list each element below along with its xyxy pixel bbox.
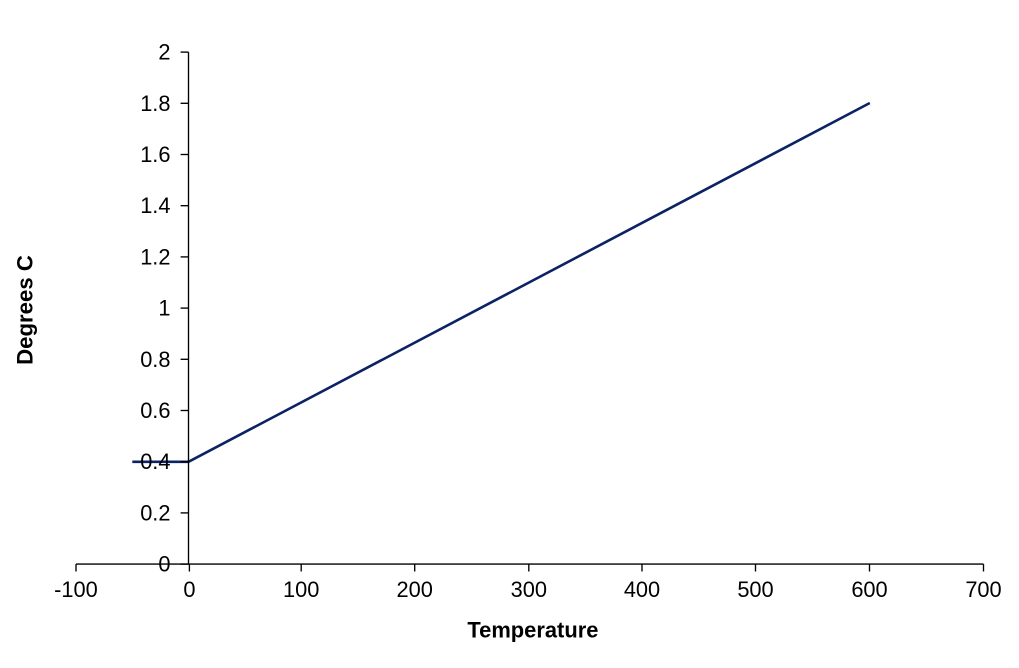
svg-text:0.6: 0.6 xyxy=(140,398,170,423)
svg-text:600: 600 xyxy=(851,577,887,602)
svg-text:Temperature: Temperature xyxy=(467,618,598,643)
svg-text:100: 100 xyxy=(283,577,319,602)
svg-text:200: 200 xyxy=(397,577,433,602)
svg-text:1.8: 1.8 xyxy=(140,91,170,116)
svg-text:500: 500 xyxy=(737,577,773,602)
svg-text:1.4: 1.4 xyxy=(140,193,170,218)
svg-text:0: 0 xyxy=(158,552,170,577)
svg-text:1.6: 1.6 xyxy=(140,142,170,167)
svg-text:2: 2 xyxy=(158,40,170,65)
svg-text:1: 1 xyxy=(158,296,170,321)
svg-text:400: 400 xyxy=(624,577,660,602)
svg-text:-100: -100 xyxy=(54,577,98,602)
svg-text:300: 300 xyxy=(511,577,547,602)
svg-text:0.8: 0.8 xyxy=(140,347,170,372)
svg-text:0: 0 xyxy=(183,577,195,602)
svg-text:0.4: 0.4 xyxy=(140,449,170,474)
svg-text:1.2: 1.2 xyxy=(140,244,170,269)
svg-text:0.2: 0.2 xyxy=(140,500,170,525)
svg-text:Degrees C: Degrees C xyxy=(13,255,38,365)
svg-text:700: 700 xyxy=(965,577,1001,602)
